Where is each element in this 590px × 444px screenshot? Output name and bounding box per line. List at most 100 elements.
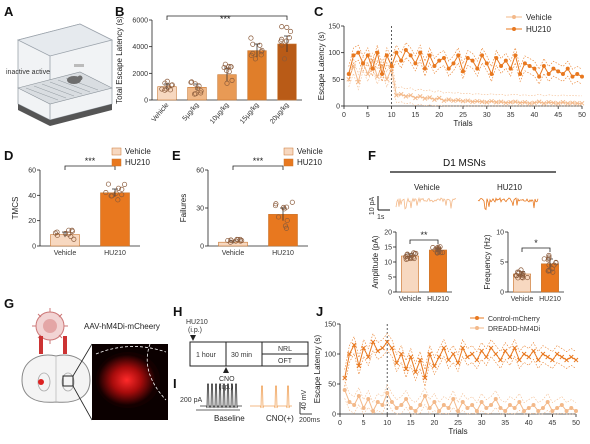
data-point xyxy=(518,72,523,76)
data-point xyxy=(550,269,556,275)
i-cno-label: CNO(+) xyxy=(266,414,294,423)
brain-slice-icon xyxy=(21,336,93,421)
data-point xyxy=(494,56,499,60)
x-tick-label: 0 xyxy=(338,420,342,427)
data-point xyxy=(351,53,356,58)
h-drug2: CNO xyxy=(219,376,235,383)
data-point xyxy=(460,400,465,404)
data-point xyxy=(248,35,254,41)
x-tick-label: 40 xyxy=(525,420,533,427)
legend-label: HU210 xyxy=(526,25,551,34)
chart-f-amplitude: 0 5 10 15 20 Amplitude (pA) Vehicle HU210 ** xyxy=(371,230,452,303)
series-error-upper xyxy=(344,381,577,404)
data-point xyxy=(484,406,489,410)
data-point xyxy=(394,50,399,55)
data-point xyxy=(437,58,442,63)
data-point xyxy=(446,97,452,102)
data-point xyxy=(498,406,503,410)
data-point xyxy=(579,100,585,106)
y-tick-label: 5 xyxy=(388,275,392,282)
data-point xyxy=(514,273,520,279)
data-point xyxy=(403,366,409,372)
data-point xyxy=(198,90,204,96)
data-point xyxy=(450,351,456,357)
significance-bracket xyxy=(409,239,439,244)
data-point xyxy=(545,400,550,404)
data-point xyxy=(389,345,395,351)
data-point xyxy=(408,92,413,98)
data-point xyxy=(380,345,385,351)
significance-bracket xyxy=(166,15,288,20)
data-point xyxy=(122,181,128,187)
significance-label: *** xyxy=(85,156,96,166)
data-point xyxy=(356,363,362,369)
data-point xyxy=(54,229,60,235)
data-point xyxy=(456,409,460,413)
i-scale-x: 200ms xyxy=(299,417,321,424)
data-point xyxy=(436,354,442,360)
data-point xyxy=(498,357,503,363)
virus-label: AAV-hM4Di-mCheery xyxy=(84,322,160,331)
chart-c: 0 5 10 15 20 25 30 35 40 45 50 0 50 100 150 Trials Escap… xyxy=(317,13,586,128)
data-point xyxy=(284,24,290,30)
x-tick-label: HU210 xyxy=(539,296,561,303)
f-group-vehicle: Vehicle xyxy=(414,183,440,192)
bar xyxy=(401,255,419,293)
bar xyxy=(429,249,447,293)
data-point xyxy=(540,351,546,357)
data-point xyxy=(221,64,227,71)
data-point xyxy=(351,63,356,69)
data-point xyxy=(512,406,517,410)
data-point xyxy=(162,87,168,93)
y-tick-label: 6000 xyxy=(132,18,148,25)
chart-d: 0 20 40 60 TMCS Vehicle HU210 *** Vehicle HU210 xyxy=(11,147,151,257)
data-point xyxy=(282,223,289,229)
data-point xyxy=(375,400,380,404)
data-point xyxy=(427,351,433,357)
data-point xyxy=(347,351,352,357)
data-point xyxy=(535,357,541,363)
series-error-upper xyxy=(344,332,577,370)
data-point xyxy=(399,58,404,63)
data-point xyxy=(541,100,547,106)
data-point xyxy=(565,66,570,71)
data-point xyxy=(258,52,264,58)
data-point xyxy=(436,95,442,101)
panel-letter-d: D xyxy=(4,148,13,163)
data-point xyxy=(119,192,125,198)
series-error-lower xyxy=(348,67,582,107)
data-point xyxy=(279,42,285,48)
data-point xyxy=(224,80,230,86)
series-error-upper xyxy=(348,41,583,70)
data-point xyxy=(536,409,541,413)
data-point xyxy=(103,190,109,196)
y-tick-label: 100 xyxy=(324,352,336,359)
data-point xyxy=(413,95,418,101)
data-point xyxy=(503,100,509,106)
y-tick-label: 40 xyxy=(28,193,36,200)
y-tick-label: 4000 xyxy=(132,44,148,51)
data-point xyxy=(427,406,432,410)
y-tick-label: 15 xyxy=(384,245,392,252)
data-point xyxy=(229,77,235,83)
data-point xyxy=(541,64,546,68)
y-tick-label: 0 xyxy=(32,244,36,251)
data-point xyxy=(517,100,523,106)
data-point xyxy=(503,409,508,413)
data-point xyxy=(371,409,376,413)
data-point xyxy=(248,52,254,58)
data-point xyxy=(469,351,475,357)
x-tick-label: 25 xyxy=(454,420,462,427)
data-point xyxy=(408,53,413,58)
data-point xyxy=(389,400,394,404)
data-point xyxy=(574,409,578,413)
data-point xyxy=(69,228,75,234)
data-point xyxy=(556,69,561,74)
y-tick-label: 5 xyxy=(500,260,504,267)
legend-label: Vehicle xyxy=(297,147,323,156)
x-tick-label: 30 xyxy=(483,112,491,119)
data-point xyxy=(361,406,366,410)
series-error-lower xyxy=(344,398,576,415)
y-tick-label: 30 xyxy=(196,206,204,213)
data-point xyxy=(526,406,531,410)
